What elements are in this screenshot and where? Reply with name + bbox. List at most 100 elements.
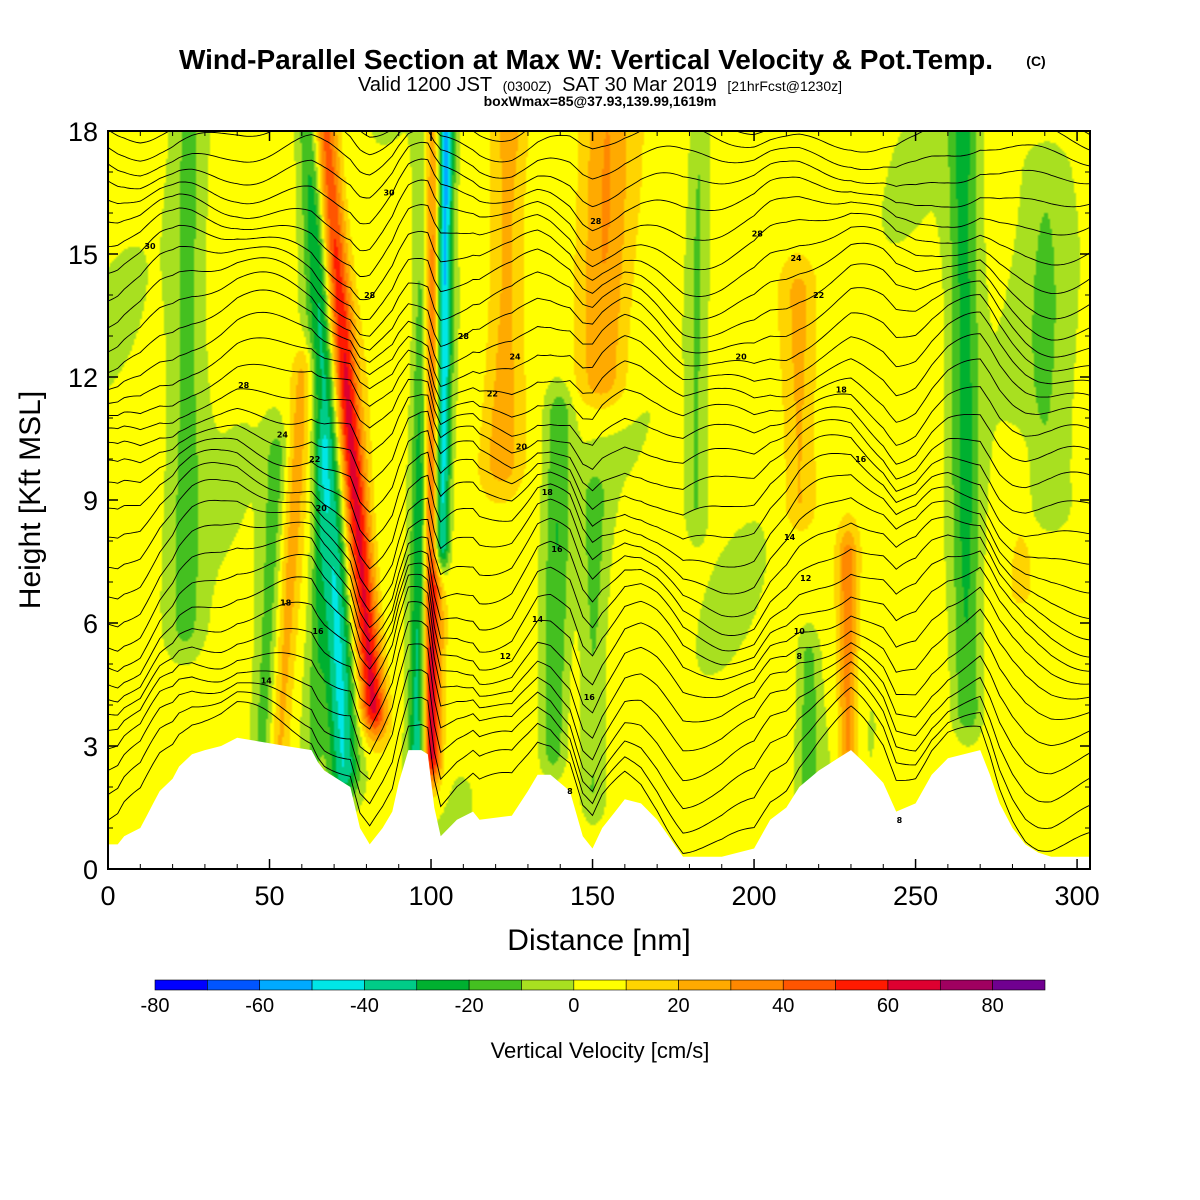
x-axis: 0 50 100 150 200 250 300 <box>100 131 1100 911</box>
theta-contour-line <box>108 257 1090 341</box>
theta-contour-line <box>108 462 1090 570</box>
theta-contour-line <box>108 131 1090 180</box>
theta-contour-label: 20 <box>316 504 328 513</box>
theta-contour-line <box>108 141 1090 208</box>
colorbar-tick-label: 0 <box>568 995 579 1017</box>
theta-contour-line <box>108 478 1090 595</box>
theta-contour-line <box>108 179 1090 252</box>
theta-contour-line <box>108 242 1090 320</box>
theta-contour-label: 10 <box>794 627 806 636</box>
theta-contour-label: 22 <box>487 389 498 398</box>
colorbar-swatch <box>364 979 418 991</box>
colorbar-swatch <box>992 979 1046 991</box>
theta-contour-label: 16 <box>855 455 867 464</box>
theta-contour-label: 22 <box>813 291 824 300</box>
theta-contour-line <box>108 535 1090 658</box>
theta-contour-line <box>108 311 1090 391</box>
colorbar-tick-label: 20 <box>667 995 689 1017</box>
theta-contour-label: 28 <box>458 332 470 341</box>
theta-contour-line <box>108 333 1090 404</box>
colorbar-tick-label: -40 <box>350 995 379 1017</box>
colorbar-swatch <box>521 979 575 991</box>
theta-contour-line <box>108 521 1090 641</box>
theta-contour-line <box>108 585 1090 714</box>
colorbar-tick-label: -20 <box>455 995 484 1017</box>
theta-contour-label: 8 <box>796 652 802 661</box>
theta-contour-line <box>108 289 1090 374</box>
chart-title: Wind-Parallel Section at Max W: Vertical… <box>179 44 993 75</box>
theta-contour-line <box>108 271 1090 358</box>
theta-contour-label: 18 <box>280 599 292 608</box>
colorbar-tick-label: 40 <box>772 995 794 1017</box>
theta-contour-line <box>108 358 1090 423</box>
theta-contour-label: 8 <box>897 816 903 825</box>
theta-contour-label: 22 <box>309 455 320 464</box>
colorbar-swatch <box>939 979 993 991</box>
theta-contour-line <box>108 669 1090 810</box>
colorbar-swatch <box>259 979 313 991</box>
theta-contour-label: 16 <box>551 545 563 554</box>
x-tick-label: 100 <box>408 881 453 911</box>
colorbar-swatch <box>730 979 784 991</box>
valid-prefix: Valid 1200 JST <box>358 74 492 96</box>
theta-contour-label: 14 <box>532 615 544 624</box>
colorbar: -80 -60 -40 -20 0 20 40 60 80 <box>141 979 1046 1017</box>
theta-contour-line <box>108 410 1090 492</box>
y-axis: 0 3 6 9 12 15 18 <box>68 117 1090 885</box>
plot-area: 30 28 24 22 20 18 16 14 30 28 28 24 22 20 18 16 14 12 16 8 2… <box>108 131 1090 869</box>
valid-time-line: Valid 1200 JST (0300Z) SAT 30 Mar 2019 [… <box>358 74 842 96</box>
theta-contour-line <box>108 449 1090 543</box>
theta-contour-label: 28 <box>238 381 250 390</box>
theta-contour-label: 24 <box>509 353 521 362</box>
x-tick-label: 0 <box>100 881 115 911</box>
theta-contour-label: 30 <box>383 189 395 198</box>
theta-contour-label: 8 <box>567 787 573 796</box>
theta-contour-line <box>108 204 1090 277</box>
colorbar-swatch <box>625 979 679 991</box>
x-tick-label: 50 <box>254 881 284 911</box>
colorbar-swatch <box>678 979 732 991</box>
theta-contour-label: 16 <box>312 627 324 636</box>
valid-utc: (0300Z) <box>503 78 552 94</box>
theta-contour-label: 28 <box>364 291 376 300</box>
theta-contour-line <box>108 499 1090 620</box>
theta-contour-label: 18 <box>542 488 554 497</box>
x-tick-label: 150 <box>570 881 615 911</box>
y-tick-label: 6 <box>83 609 98 639</box>
theta-contour-line <box>108 429 1090 516</box>
theta-contour-label: 14 <box>261 676 273 685</box>
theta-contour-label: 30 <box>144 242 156 251</box>
theta-contour-label: 20 <box>736 353 748 362</box>
theta-contour-label: 12 <box>800 574 811 583</box>
theta-contour-line <box>108 620 1090 761</box>
x-tick-label: 300 <box>1055 881 1100 911</box>
colorbar-tick-label: -80 <box>141 995 170 1017</box>
colorbar-swatch <box>573 979 627 991</box>
y-tick-label: 12 <box>68 363 98 393</box>
theta-contour-label: 20 <box>516 443 528 452</box>
colorbar-swatch <box>311 979 365 991</box>
colorbar-label: Vertical Velocity [cm/s] <box>491 1038 710 1063</box>
colorbar-tick-label: -60 <box>245 995 274 1017</box>
theta-contour-label: 24 <box>277 430 289 439</box>
colorbar-swatch <box>207 979 261 991</box>
theta-contour-line <box>108 224 1090 301</box>
theta-contour-label: 14 <box>784 533 796 542</box>
theta-contour-label: 18 <box>836 385 848 394</box>
valid-date: SAT 30 Mar 2019 <box>562 74 717 96</box>
colorbar-swatch <box>468 979 522 991</box>
theta-contour-label: 24 <box>790 254 802 263</box>
theta-contour-line <box>108 601 1090 739</box>
colorbar-swatch <box>154 979 208 991</box>
colorbar-tick-label: 80 <box>982 995 1004 1017</box>
theta-contour-labels: 30 28 24 22 20 18 16 14 30 28 28 24 22 20 18 16 14 12 16 8 2… <box>144 189 903 825</box>
theta-contour-line <box>108 643 1090 782</box>
x-axis-label: Distance [nm] <box>507 924 690 957</box>
theta-contour-label: 16 <box>584 693 596 702</box>
copyright-mark: (C) <box>1026 53 1045 69</box>
theta-contour-line <box>108 394 1090 470</box>
theta-contour-line <box>108 378 1090 446</box>
theta-contour-line <box>108 686 1090 834</box>
theta-contour-line <box>108 554 1090 672</box>
colorbar-swatch <box>782 979 836 991</box>
